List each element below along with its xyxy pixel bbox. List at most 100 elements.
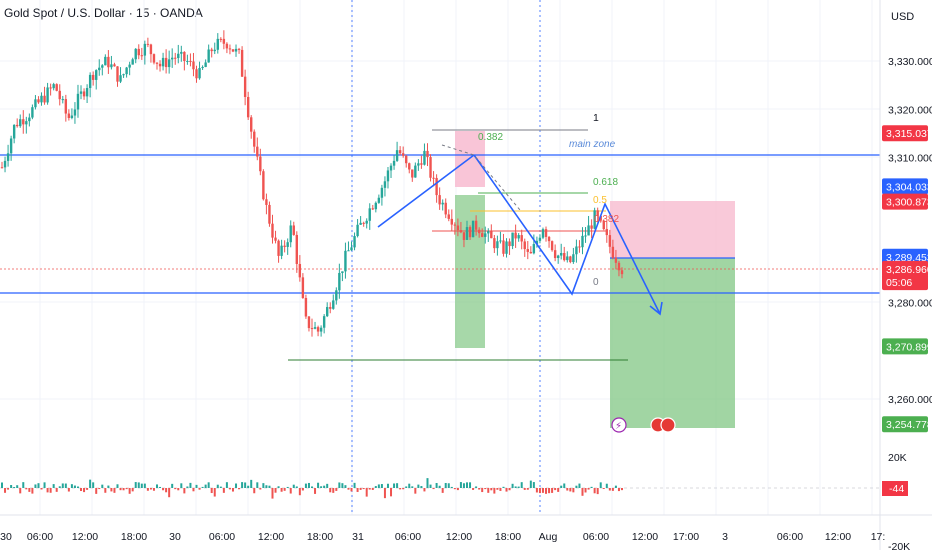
volume-bar [55, 488, 58, 492]
candle-body [392, 160, 396, 166]
us-flag-icon-2[interactable] [660, 417, 676, 433]
price-tag [882, 338, 928, 355]
volume-bar [137, 482, 140, 488]
volume-bar [529, 480, 532, 488]
currency-label[interactable]: USD [891, 11, 915, 23]
candle-body [64, 99, 68, 114]
fib-label-0: 0 [593, 277, 599, 288]
candle-body [307, 316, 311, 329]
volume-bar [286, 486, 289, 488]
candle-body [180, 51, 183, 54]
volume-bar [447, 483, 450, 488]
candle-body [401, 153, 405, 156]
candle-body [508, 241, 511, 247]
candle-body [377, 197, 381, 203]
candle-body [590, 225, 593, 229]
candle-body [268, 204, 271, 224]
candle-body [6, 153, 10, 161]
price-tag-label: 3,315.037 [886, 128, 932, 140]
price-tag-label: 3,304.033 [886, 181, 932, 193]
volume-bar [611, 488, 614, 491]
candle-body [429, 157, 432, 178]
candle-body [484, 233, 487, 237]
candle-body [246, 96, 250, 118]
volume-bar [323, 485, 326, 488]
lightning-icon[interactable] [611, 417, 627, 433]
candle-body [70, 115, 74, 118]
volume-bar [156, 484, 158, 488]
candle-body [511, 232, 514, 247]
candle-body [85, 88, 89, 97]
volume-bar [450, 486, 453, 488]
volume-bar [225, 482, 228, 488]
volume-bar [383, 488, 386, 499]
candle-body [368, 208, 371, 221]
volume-bar [617, 488, 620, 492]
price-tag-label: 3,254.778 [886, 419, 932, 431]
volume-bar [171, 483, 174, 488]
price-tick-label: 3,330.000 [888, 56, 932, 68]
candle-body [262, 171, 265, 200]
volume-bar [37, 483, 40, 488]
candle-body [82, 91, 86, 97]
volume-bar [43, 482, 46, 488]
candle-body [25, 121, 28, 125]
candle-body [0, 167, 4, 169]
volume-bar [195, 484, 198, 488]
candle-body [547, 236, 551, 242]
fib-label-618: 0.618 [593, 177, 618, 188]
candle-body [46, 87, 49, 103]
volume-tick-20k: 20K [888, 452, 907, 464]
candle-body [556, 255, 560, 259]
time-tick-label: 06:00 [395, 531, 421, 543]
candle-body [456, 225, 460, 231]
price-tag-label: 05:06 [886, 277, 912, 289]
candle-body [578, 246, 581, 248]
volume-bar [466, 482, 468, 488]
candle-body [122, 74, 125, 76]
volume-bar [386, 483, 389, 488]
candle-body [398, 150, 402, 154]
candle-body [587, 225, 590, 236]
swing-path-line[interactable] [473, 154, 661, 315]
volume-bar [371, 488, 374, 490]
candle-body [490, 231, 493, 239]
volume-bar [590, 486, 593, 488]
candle-body [207, 49, 210, 63]
volume-bar [377, 484, 380, 488]
volume-bar [557, 488, 560, 492]
volume-bar [490, 488, 493, 491]
trend-line-up[interactable] [377, 154, 475, 228]
volume-bar [538, 488, 541, 494]
volume-bar [560, 485, 563, 488]
candle-body [572, 254, 575, 263]
candle-body [620, 270, 624, 275]
stop-loss-zone [610, 201, 735, 258]
candle-body [563, 253, 566, 261]
volume-value-tag [882, 481, 908, 496]
candle-body [538, 237, 542, 241]
candle-body [535, 240, 539, 245]
candle-body [517, 235, 520, 239]
volume-bar [180, 483, 183, 488]
price-tag-label: 3,289.453 [886, 252, 932, 264]
volume-bar [548, 488, 551, 494]
candle-body [329, 307, 332, 309]
volume-bar [28, 488, 31, 492]
volume-bar [131, 488, 134, 492]
time-tick-label: 18:00 [307, 531, 333, 543]
volume-bar [241, 482, 244, 488]
fib-label-top: 0.382 [478, 132, 503, 143]
volume-bar [231, 488, 234, 492]
volume-bar [459, 482, 462, 488]
candle-body [596, 210, 599, 216]
volume-bar [219, 486, 222, 488]
volume-bar [122, 488, 125, 491]
candle-body [3, 160, 7, 168]
candle-body [158, 63, 162, 67]
candle-body [289, 225, 292, 243]
buy-zone-green [455, 195, 485, 348]
candle-body [316, 327, 320, 332]
volume-bar [432, 488, 435, 490]
